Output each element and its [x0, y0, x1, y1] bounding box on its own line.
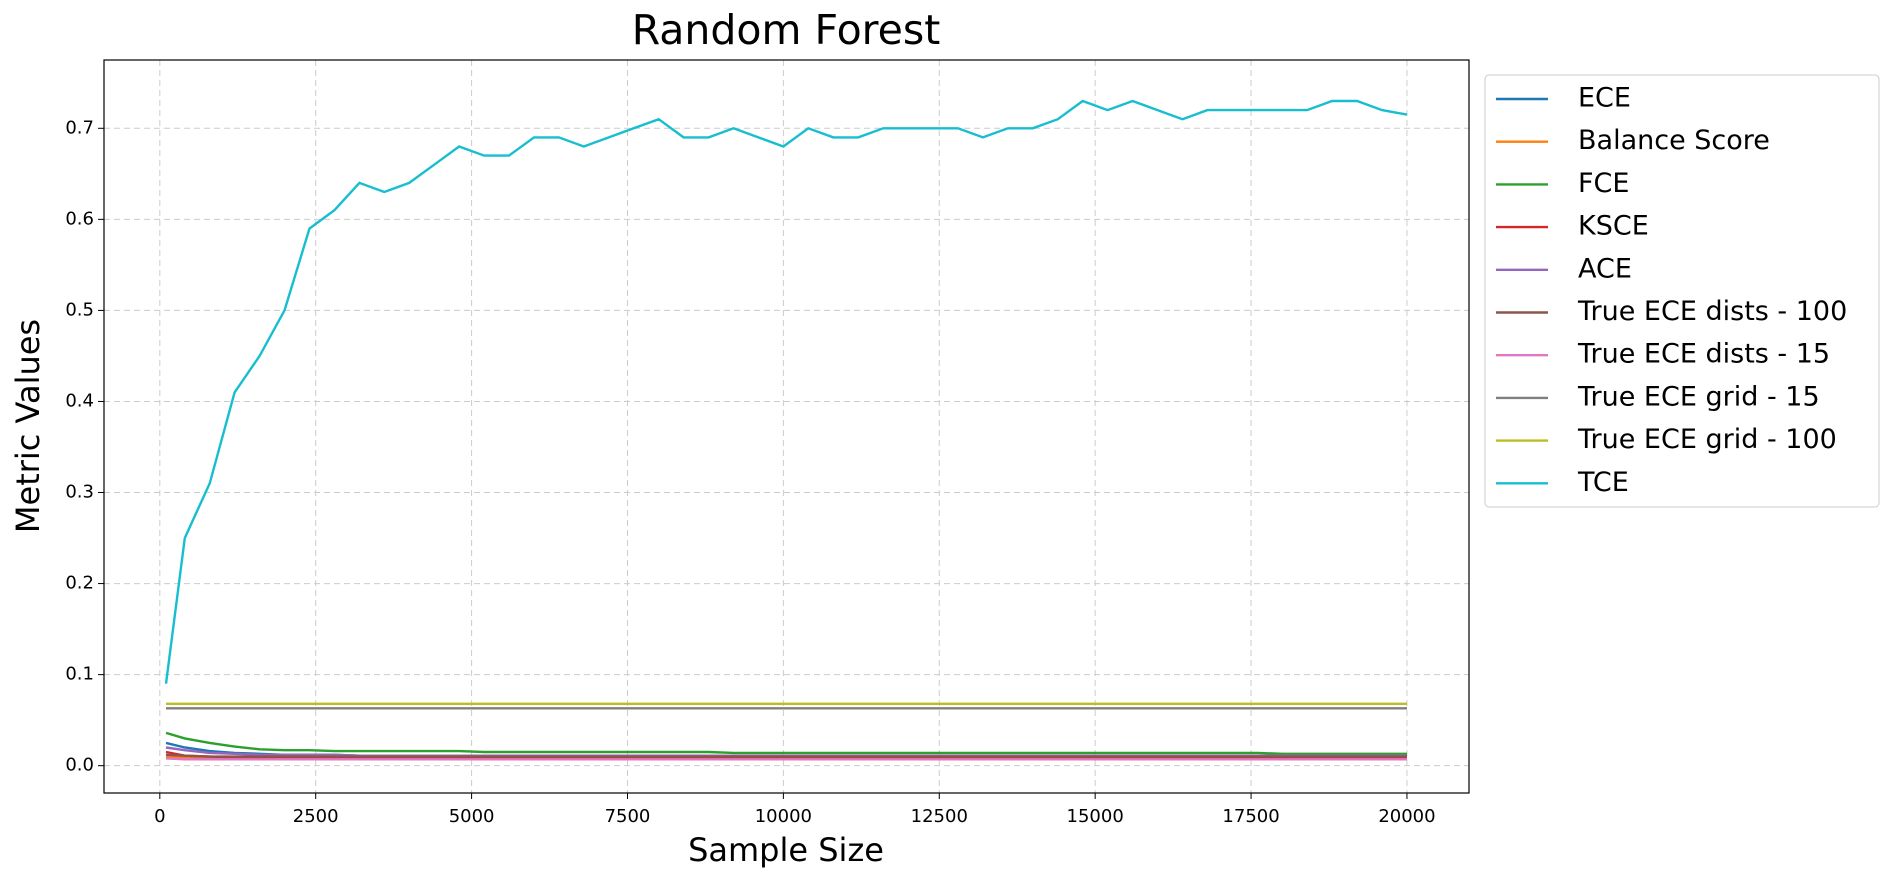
- legend-label: True ECE dists - 15: [1577, 339, 1830, 370]
- legend-label: KSCE: [1578, 211, 1649, 242]
- x-tick-label: 5000: [449, 806, 495, 827]
- x-tick-label: 10000: [755, 806, 812, 827]
- legend-label: ECE: [1578, 83, 1631, 114]
- legend-box: [1484, 74, 1880, 508]
- x-tick-label: 7500: [605, 806, 651, 827]
- y-tick-label: 0.2: [65, 573, 94, 594]
- x-tick-label: 20000: [1378, 806, 1435, 827]
- y-tick-label: 0.0: [65, 755, 94, 776]
- x-tick-label: 15000: [1067, 806, 1124, 827]
- x-tick-label: 2500: [293, 806, 339, 827]
- legend-label: True ECE grid - 100: [1577, 424, 1837, 455]
- legend-label: True ECE dists - 100: [1577, 296, 1847, 327]
- legend-label: Balance Score: [1578, 125, 1770, 156]
- x-axis-label: Sample Size: [688, 831, 884, 869]
- plot-frame: [103, 59, 1470, 794]
- x-tick-label: 12500: [911, 806, 968, 827]
- y-tick-label: 0.3: [65, 482, 94, 503]
- series-line: [165, 757, 1407, 761]
- legend-label: ACE: [1578, 253, 1632, 284]
- y-tick-label: 0.7: [65, 117, 94, 138]
- legend-label: TCE: [1577, 467, 1629, 498]
- series-line: [164, 99, 1408, 684]
- x-tick-label: 0: [154, 806, 165, 827]
- x-tick-label: 17500: [1222, 806, 1279, 827]
- y-tick-label: 0.6: [65, 208, 94, 229]
- chart-title: Random Forest: [632, 6, 941, 54]
- series-line: [165, 731, 1407, 755]
- y-axis-label: Metric Values: [9, 319, 47, 533]
- legend-label: True ECE grid - 15: [1577, 381, 1820, 412]
- y-tick-label: 0.4: [65, 390, 94, 411]
- y-tick-label: 0.1: [65, 664, 94, 685]
- y-tick-label: 0.5: [65, 299, 94, 320]
- series-line: [165, 753, 1407, 758]
- legend-label: FCE: [1578, 168, 1629, 199]
